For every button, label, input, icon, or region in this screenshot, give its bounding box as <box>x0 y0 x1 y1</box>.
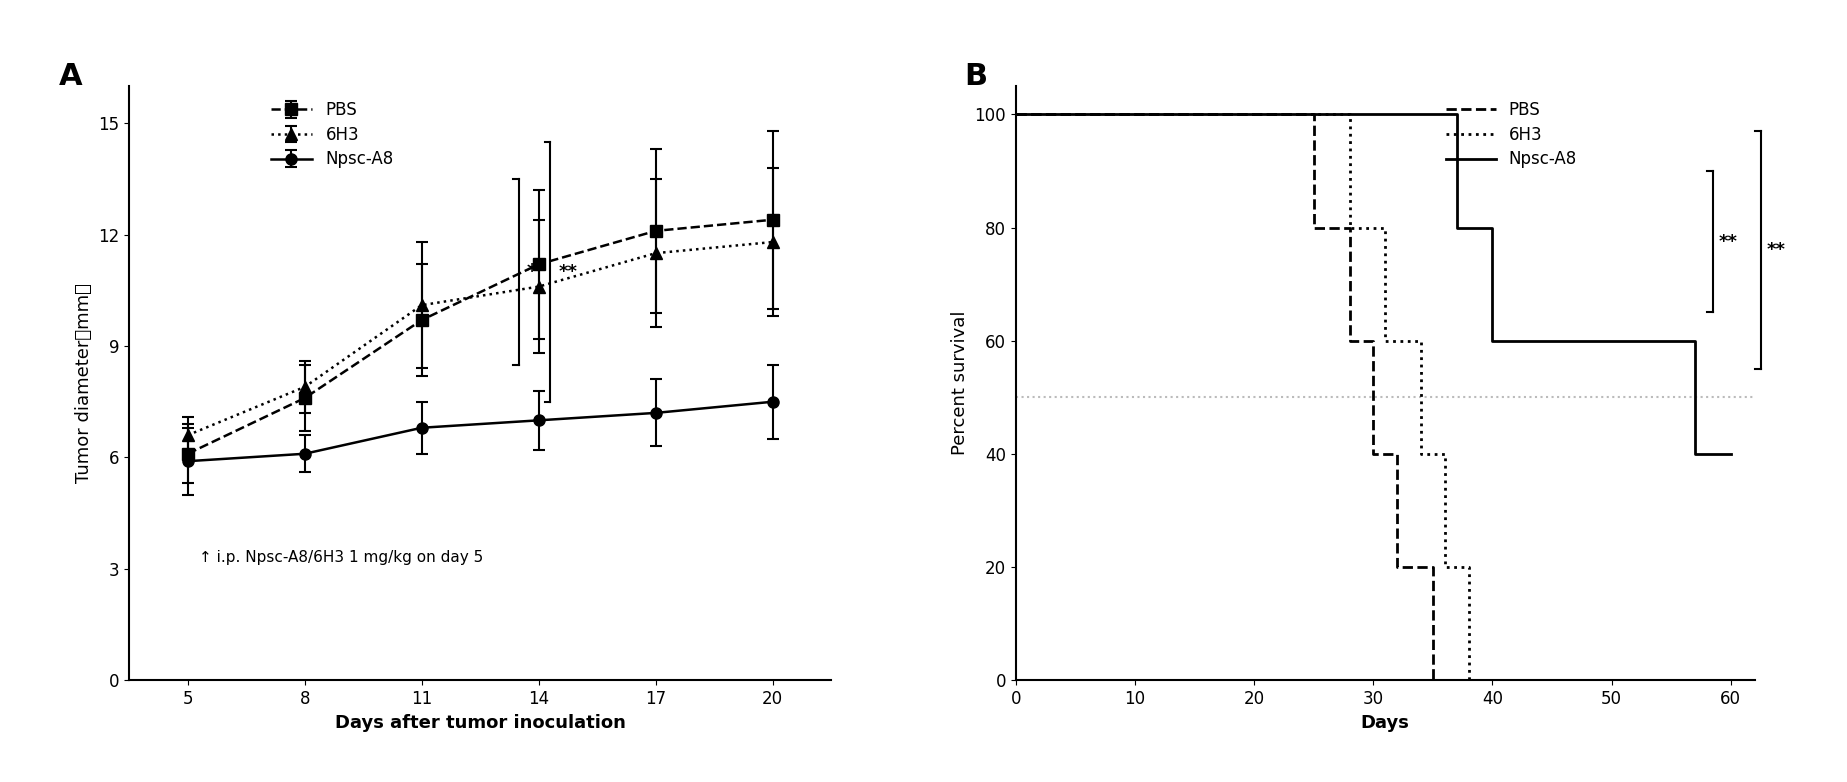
Text: **: ** <box>1720 233 1738 251</box>
Y-axis label: Tumor diameter（mm）: Tumor diameter（mm） <box>74 283 92 483</box>
Text: **: ** <box>558 263 578 281</box>
X-axis label: Days after tumor inoculation: Days after tumor inoculation <box>334 714 626 732</box>
Legend: PBS, 6H3, Npsc-A8: PBS, 6H3, Npsc-A8 <box>264 95 401 175</box>
Y-axis label: Percent survival: Percent survival <box>951 311 970 455</box>
Legend: PBS, 6H3, Npsc-A8: PBS, 6H3, Npsc-A8 <box>1439 95 1583 175</box>
Text: B: B <box>964 63 988 91</box>
X-axis label: Days: Days <box>1361 714 1409 732</box>
Text: *: * <box>526 262 537 282</box>
Text: **: ** <box>1766 241 1786 259</box>
Text: A: A <box>59 63 83 91</box>
Text: ↑ i.p. Npsc-A8/6H3 1 mg/kg on day 5: ↑ i.p. Npsc-A8/6H3 1 mg/kg on day 5 <box>199 551 484 565</box>
